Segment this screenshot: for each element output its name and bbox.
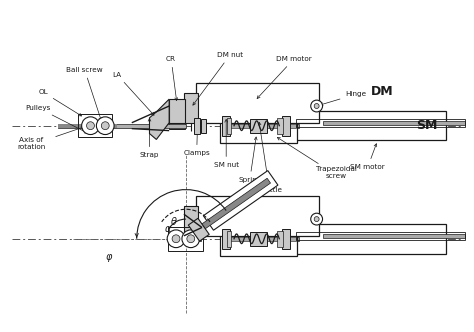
Text: Axis of
rotation: Axis of rotation	[18, 137, 46, 150]
Text: OL: OL	[38, 89, 82, 116]
Bar	[322, 121, 465, 125]
Bar	[250, 119, 267, 132]
Bar	[196, 197, 319, 236]
Bar	[169, 123, 185, 128]
Text: SM motor: SM motor	[350, 144, 385, 170]
Text: DM nut: DM nut	[193, 52, 243, 105]
Circle shape	[172, 235, 180, 243]
Bar	[222, 229, 230, 249]
Polygon shape	[188, 218, 209, 241]
Bar	[227, 231, 231, 247]
Text: LA: LA	[112, 72, 154, 115]
Text: $\theta$: $\theta$	[170, 215, 178, 227]
Polygon shape	[203, 171, 278, 230]
Bar	[201, 119, 206, 132]
Bar	[220, 108, 297, 143]
Circle shape	[187, 235, 195, 243]
Bar	[220, 221, 297, 256]
Text: $\alpha$: $\alpha$	[164, 224, 173, 234]
Bar	[194, 118, 200, 133]
Circle shape	[314, 217, 319, 221]
Circle shape	[101, 122, 109, 129]
Bar	[250, 232, 267, 246]
Bar	[186, 237, 201, 241]
Bar	[322, 234, 465, 238]
Text: Hinge: Hinge	[320, 91, 366, 106]
Bar	[222, 124, 296, 127]
Text: SM: SM	[416, 119, 438, 132]
Text: Spring: Spring	[238, 137, 262, 183]
Bar	[222, 116, 230, 135]
Circle shape	[314, 104, 319, 109]
Bar	[78, 114, 112, 137]
Text: Shuttle: Shuttle	[256, 122, 283, 193]
Polygon shape	[149, 99, 169, 139]
Polygon shape	[187, 178, 271, 239]
Bar	[58, 124, 117, 127]
Text: CR: CR	[166, 56, 178, 101]
Bar	[296, 119, 465, 127]
Text: $\varphi$: $\varphi$	[105, 252, 113, 264]
Bar	[230, 124, 299, 127]
Bar	[282, 229, 290, 249]
Bar	[222, 237, 296, 241]
Circle shape	[311, 213, 322, 225]
Bar	[227, 118, 231, 133]
Circle shape	[82, 117, 100, 134]
Text: DM motor: DM motor	[257, 56, 312, 99]
Bar	[296, 232, 465, 240]
Text: Trapezoidal
screw: Trapezoidal screw	[316, 166, 357, 179]
Text: Strap: Strap	[140, 119, 159, 158]
Text: Ball screw: Ball screw	[66, 67, 103, 120]
Bar	[58, 124, 186, 127]
Circle shape	[96, 117, 114, 134]
Bar	[168, 227, 202, 251]
Text: Pulleys: Pulleys	[26, 105, 87, 133]
Bar	[196, 83, 319, 123]
Bar	[277, 118, 283, 133]
Bar	[230, 237, 299, 241]
Circle shape	[311, 100, 322, 112]
Bar	[296, 111, 447, 140]
Bar	[282, 116, 290, 135]
Circle shape	[167, 230, 185, 248]
Circle shape	[182, 230, 200, 248]
Text: Clamps: Clamps	[183, 123, 210, 156]
Text: SM nut: SM nut	[214, 120, 239, 168]
Bar	[169, 99, 185, 123]
Circle shape	[87, 122, 94, 129]
Bar	[277, 231, 283, 247]
Text: DM: DM	[371, 85, 394, 98]
Bar	[184, 206, 198, 236]
Bar	[296, 224, 447, 254]
Bar	[184, 93, 198, 123]
